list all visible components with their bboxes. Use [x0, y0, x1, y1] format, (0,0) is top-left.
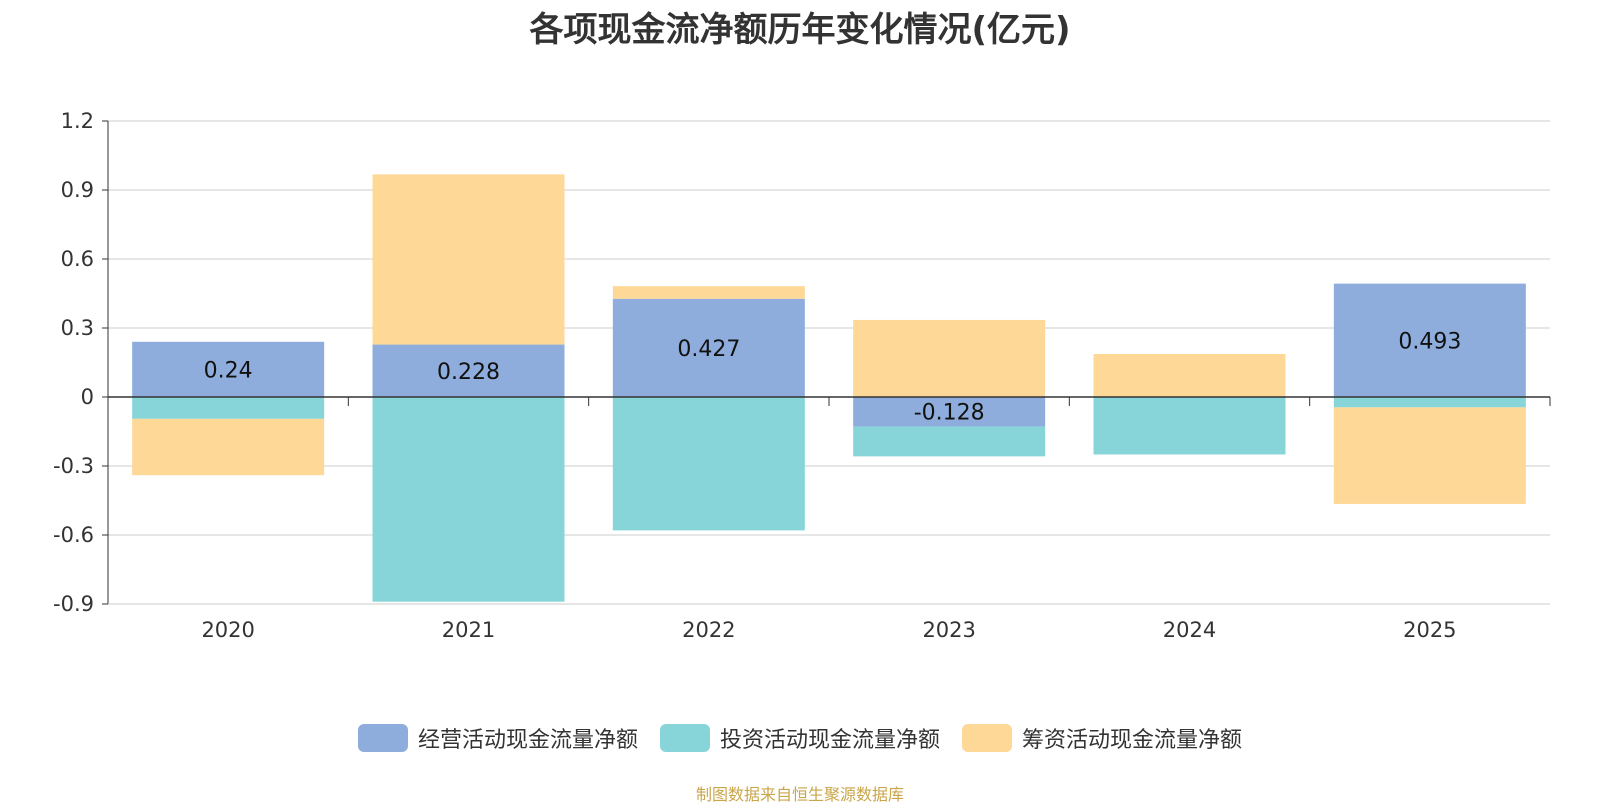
bar-2022-series-1: [613, 397, 805, 530]
bar-2025-series-1: [1334, 397, 1526, 407]
legend-item-operating[interactable]: 经营活动现金流量净额: [358, 722, 638, 754]
y-tick-label: -0.9: [53, 592, 94, 616]
x-tick-label-2025: 2025: [1403, 618, 1456, 642]
x-tick-label-2020: 2020: [201, 618, 254, 642]
legend-item-financing[interactable]: 筹资活动现金流量净额: [962, 722, 1242, 754]
legend-swatch-investing: [660, 724, 710, 752]
legend-label-operating: 经营活动现金流量净额: [418, 722, 638, 754]
y-tick-label: 0.9: [61, 178, 94, 202]
bar-2021-series-1: [373, 397, 565, 602]
bar-2024-series-1: [1094, 397, 1286, 455]
x-tick-label-2023: 2023: [922, 618, 975, 642]
legend-swatch-financing: [962, 724, 1012, 752]
y-tick-label: 0: [81, 385, 94, 409]
x-tick-label-2022: 2022: [682, 618, 735, 642]
legend-label-financing: 筹资活动现金流量净额: [1022, 722, 1242, 754]
legend-label-investing: 投资活动现金流量净额: [720, 722, 940, 754]
bar-2024-series-2: [1094, 354, 1286, 397]
y-tick-label: 0.3: [61, 316, 94, 340]
y-tick-label: 0.6: [61, 247, 94, 271]
bar-2025-series-2: [1334, 407, 1526, 504]
data-label-2020: 0.24: [204, 358, 253, 383]
y-tick-label: -0.6: [53, 523, 94, 547]
bar-2021-series-2: [373, 174, 565, 344]
x-tick-label-2024: 2024: [1163, 618, 1216, 642]
bar-2023-series-2: [853, 320, 1045, 397]
legend-item-investing[interactable]: 投资活动现金流量净额: [660, 722, 940, 754]
data-label-2021: 0.228: [437, 360, 500, 385]
data-label-2025: 0.493: [1398, 329, 1461, 354]
y-tick-label: -0.3: [53, 454, 94, 478]
data-label-2023: -0.128: [914, 401, 985, 426]
data-source-note: 制图数据来自恒生聚源数据库: [0, 781, 1600, 805]
bar-2023-series-1: [853, 426, 1045, 456]
data-label-2022: 0.427: [677, 337, 740, 362]
bar-2020-series-2: [132, 419, 324, 475]
cashflow-bar-chart: 1.2 0.9 0.6 0.3 0 -0.3 -0.6 -0.9 0.24 0.228 0.427 -…: [0, 0, 1600, 700]
y-tick-label: 1.2: [61, 109, 94, 133]
bar-2020-series-1: [132, 397, 324, 419]
bar-2022-series-2: [613, 286, 805, 299]
x-tick-label-2021: 2021: [442, 618, 495, 642]
legend-swatch-operating: [358, 724, 408, 752]
legend: 经营活动现金流量净额 投资活动现金流量净额 筹资活动现金流量净额: [0, 722, 1600, 754]
